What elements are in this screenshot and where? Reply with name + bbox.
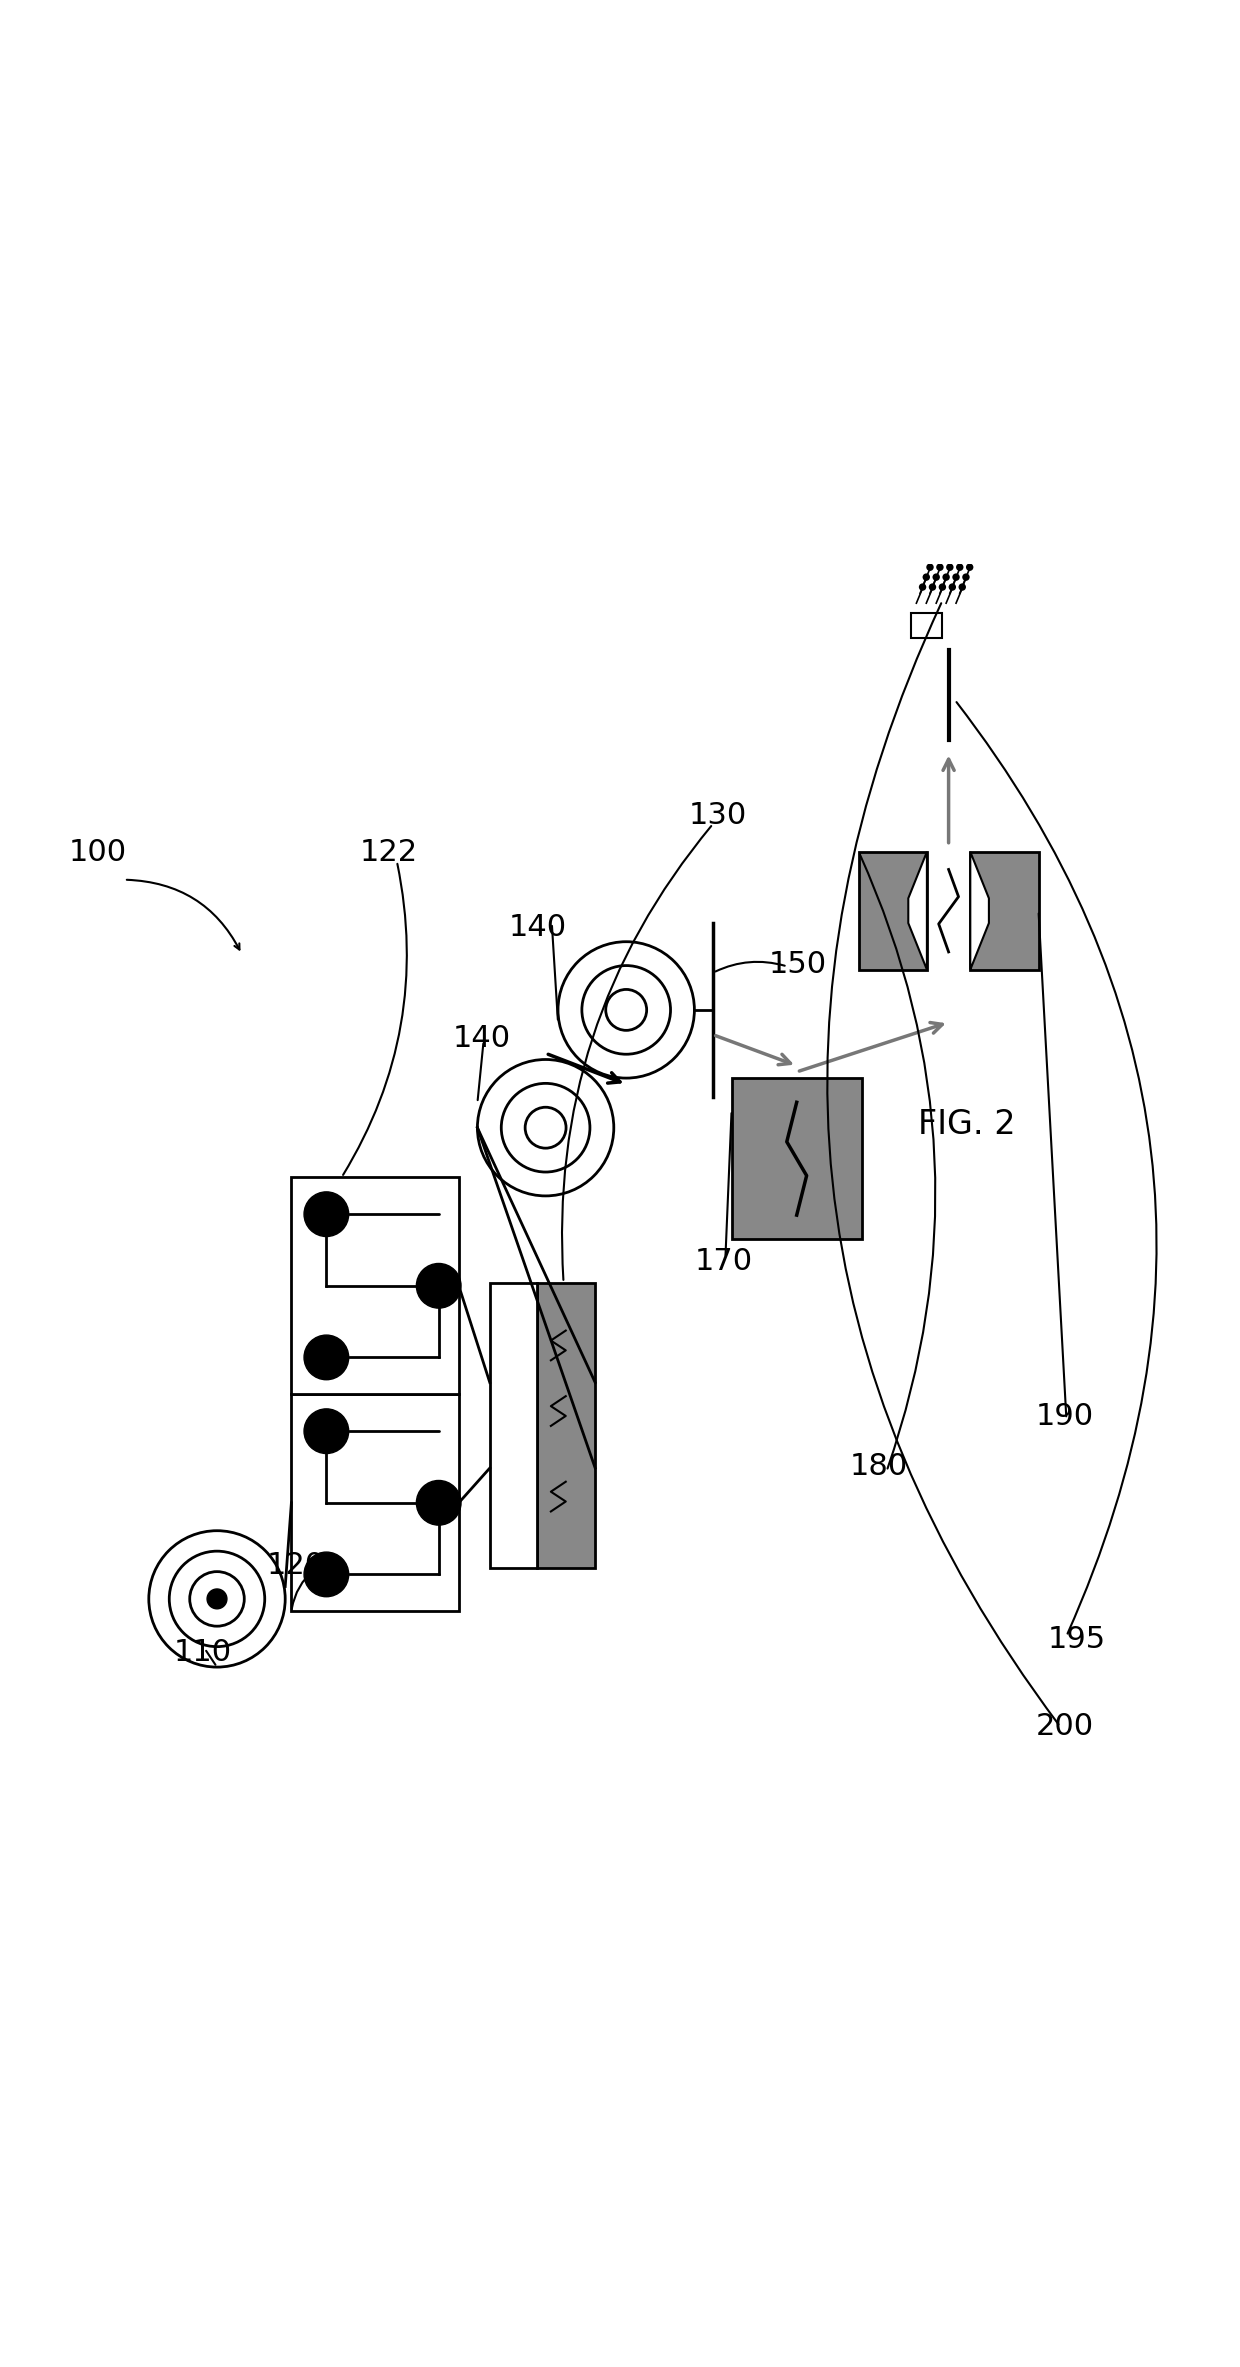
Circle shape (952, 573, 960, 580)
Text: 130: 130 (688, 800, 746, 831)
Circle shape (929, 582, 936, 592)
Circle shape (959, 582, 966, 592)
Text: 190: 190 (1035, 1401, 1094, 1432)
Circle shape (926, 563, 934, 570)
Circle shape (417, 1264, 461, 1309)
Circle shape (946, 563, 954, 570)
Bar (732, 1077, 862, 1240)
Bar (858, 852, 928, 970)
Circle shape (304, 1553, 348, 1598)
Circle shape (939, 582, 946, 592)
Circle shape (956, 563, 963, 570)
Circle shape (942, 573, 950, 580)
Text: 122: 122 (360, 838, 418, 866)
Text: 140: 140 (453, 1025, 511, 1053)
Text: 100: 100 (68, 838, 126, 866)
Polygon shape (908, 852, 928, 970)
Circle shape (966, 563, 973, 570)
Circle shape (304, 1193, 348, 1236)
Circle shape (304, 1408, 348, 1453)
Text: 140: 140 (508, 914, 567, 942)
Polygon shape (971, 852, 990, 970)
Text: 200: 200 (1035, 1711, 1094, 1742)
Circle shape (936, 563, 944, 570)
Text: 150: 150 (769, 949, 827, 978)
Text: FIG. 2: FIG. 2 (919, 1108, 1016, 1141)
Bar (490, 1283, 537, 1567)
Circle shape (932, 573, 940, 580)
Circle shape (949, 582, 956, 592)
Text: 180: 180 (849, 1451, 908, 1482)
FancyBboxPatch shape (291, 1394, 459, 1612)
FancyBboxPatch shape (291, 1176, 459, 1394)
Circle shape (962, 573, 970, 580)
Bar (971, 852, 1039, 970)
Text: 110: 110 (174, 1638, 232, 1666)
Polygon shape (911, 613, 942, 637)
Circle shape (304, 1335, 348, 1380)
Bar (537, 1283, 595, 1567)
Text: 195: 195 (1048, 1626, 1106, 1655)
Text: 120: 120 (267, 1550, 325, 1581)
Circle shape (919, 582, 926, 592)
Circle shape (207, 1588, 227, 1610)
Circle shape (923, 573, 930, 580)
Circle shape (417, 1479, 461, 1524)
Text: 170: 170 (694, 1247, 753, 1276)
